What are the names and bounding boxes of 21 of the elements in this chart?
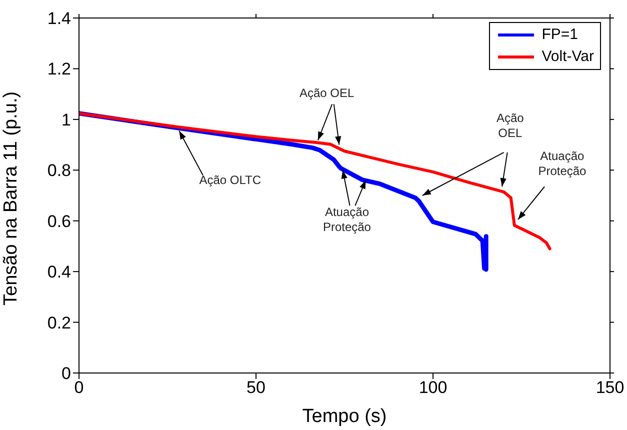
annotation: Atuação Proteção: [322, 204, 372, 234]
y-tick-label: 0.8: [47, 161, 71, 180]
annotation: Ação OEL: [496, 110, 524, 140]
y-tick-label: 1: [62, 110, 71, 130]
y-tick-label: 0: [62, 364, 71, 384]
y-tick-label: 0.6: [47, 212, 71, 231]
annotation: Atuação Proteção: [538, 149, 587, 178]
annotation: Ação OEL: [299, 86, 354, 100]
y-tick-label: 0.2: [47, 313, 71, 332]
y-tick-label: 1.2: [47, 60, 71, 79]
y-tick-label: 0.4: [47, 262, 71, 282]
legend-label: FP=1: [542, 25, 578, 45]
legend-label: Volt-Var: [542, 47, 594, 67]
annotation: Ação OLTC: [199, 173, 262, 188]
x-tick-label: 0: [74, 378, 84, 398]
x-axis-title: Tempo (s): [302, 406, 387, 427]
x-tick-label: 100: [418, 378, 448, 398]
y-axis-title: Tensão na Barra 11 (p.u.): [0, 91, 22, 306]
x-tick-label: 50: [246, 378, 266, 398]
x-tick-label: 150: [596, 378, 624, 398]
y-tick-label: 1.4: [47, 9, 71, 28]
